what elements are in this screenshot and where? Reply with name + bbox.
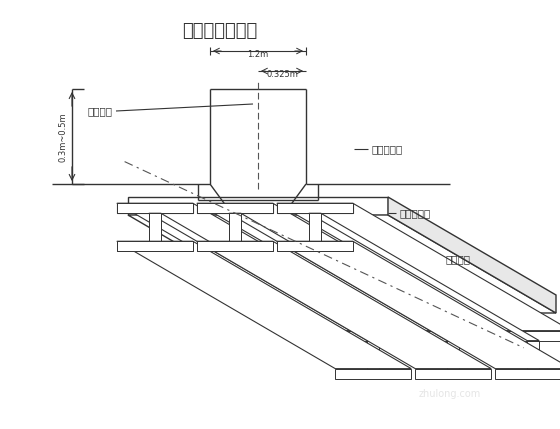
Polygon shape (277, 203, 353, 213)
Text: 0.3m~0.5m: 0.3m~0.5m (59, 112, 68, 162)
Polygon shape (388, 197, 556, 313)
Polygon shape (495, 369, 560, 379)
Polygon shape (117, 241, 193, 251)
Polygon shape (197, 203, 491, 331)
Text: 围护内边线: 围护内边线 (399, 208, 430, 218)
Polygon shape (309, 213, 321, 241)
Polygon shape (117, 203, 193, 213)
Polygon shape (309, 213, 321, 241)
Polygon shape (309, 213, 539, 341)
Polygon shape (117, 241, 193, 251)
Polygon shape (229, 213, 241, 241)
Polygon shape (416, 331, 491, 341)
Polygon shape (229, 213, 241, 241)
Polygon shape (495, 331, 560, 341)
Polygon shape (117, 203, 411, 331)
Polygon shape (277, 203, 560, 331)
Polygon shape (335, 331, 411, 341)
Polygon shape (197, 241, 273, 251)
Polygon shape (277, 203, 353, 213)
Polygon shape (367, 341, 379, 369)
Text: 沟槽开挖示意图: 沟槽开挖示意图 (183, 22, 258, 40)
Polygon shape (197, 241, 273, 251)
Polygon shape (197, 203, 273, 213)
Text: 0.325m: 0.325m (266, 70, 298, 79)
Polygon shape (117, 241, 411, 369)
Text: 1.2m: 1.2m (248, 50, 269, 59)
Polygon shape (197, 203, 273, 213)
Text: 定位型钢: 定位型钢 (445, 254, 470, 264)
Polygon shape (117, 203, 193, 213)
Polygon shape (528, 341, 539, 369)
Polygon shape (447, 341, 459, 369)
Text: 中心轴线: 中心轴线 (88, 106, 113, 116)
Text: zhulong.com: zhulong.com (419, 389, 481, 399)
Polygon shape (229, 213, 459, 341)
Polygon shape (128, 197, 388, 215)
Polygon shape (149, 213, 161, 241)
Polygon shape (416, 369, 491, 379)
Polygon shape (128, 215, 556, 313)
Polygon shape (335, 369, 411, 379)
Text: 围护内边线: 围护内边线 (371, 144, 402, 154)
Polygon shape (149, 213, 161, 241)
Polygon shape (277, 241, 353, 251)
Polygon shape (277, 241, 353, 251)
Polygon shape (149, 213, 379, 341)
Polygon shape (197, 241, 491, 369)
Polygon shape (277, 241, 560, 369)
